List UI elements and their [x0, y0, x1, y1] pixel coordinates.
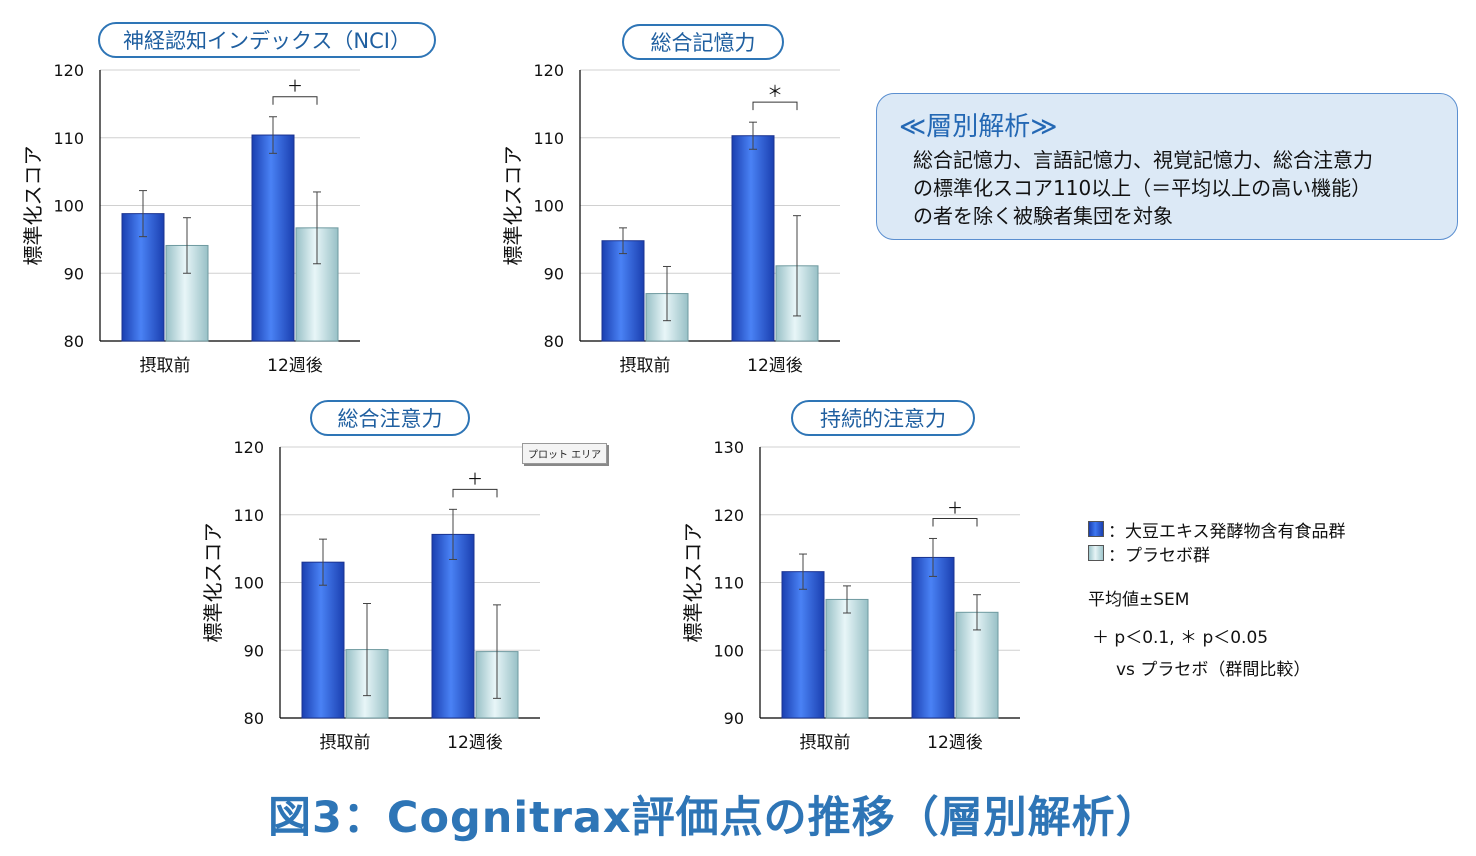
chart-title-sustained-attention: 持続的注意力	[791, 400, 975, 436]
info-box-title: ≪層別解析≫	[899, 112, 1058, 142]
x-tick-label: 12週後	[267, 356, 323, 376]
y-tick-label: 110	[53, 129, 84, 148]
bar-placebo	[825, 598, 869, 719]
comparison-note: vs プラセボ（群間比較）	[1116, 660, 1311, 680]
legend-item-test: ：大豆エキス発酵物含有食品群	[1088, 518, 1346, 542]
bar-test	[251, 134, 295, 342]
y-tick-label: 110	[233, 506, 264, 525]
significance-mark: ＋	[947, 498, 963, 517]
bar-test	[301, 561, 345, 719]
significance-bracket	[752, 101, 798, 111]
chart-title-total-attention: 総合注意力	[310, 400, 470, 436]
legend-swatch-test	[1088, 521, 1104, 537]
y-tick-label: 100	[53, 197, 84, 216]
y-tick-label: 90	[724, 709, 744, 728]
info-box-line: 総合記憶力、言語記憶力、視覚記憶力、総合注意力	[913, 148, 1373, 172]
legend-swatch-placebo	[1088, 545, 1104, 561]
y-axis-label: 標準化スコア	[501, 146, 525, 266]
bar-test	[781, 571, 825, 719]
x-tick-label: 摂取前	[140, 356, 191, 376]
significance-note: ＋ p＜0.1, ＊ p＜0.05	[1092, 628, 1269, 648]
y-axis-label: 標準化スコア	[21, 146, 45, 266]
y-tick-label: 90	[64, 264, 84, 283]
y-tick-label: 100	[713, 641, 744, 660]
stratified-analysis-box: ≪層別解析≫ 総合記憶力、言語記憶力、視覚記憶力、総合注意力 の標準化スコア11…	[876, 93, 1458, 240]
x-tick-label: 摂取前	[800, 733, 851, 753]
bar-test	[731, 135, 775, 342]
y-tick-label: 100	[233, 574, 264, 593]
y-tick-label: 100	[533, 197, 564, 216]
x-tick-label: 摂取前	[320, 733, 371, 753]
y-tick-label: 120	[533, 61, 564, 80]
significance-bracket	[932, 517, 978, 527]
mean-sem-note: 平均値±SEM	[1088, 590, 1190, 610]
significance-mark: ＋	[467, 469, 483, 488]
info-box-body: 総合記憶力、言語記憶力、視覚記憶力、総合注意力 の標準化スコア110以上（＝平均…	[913, 146, 1373, 230]
y-tick-label: 110	[533, 129, 564, 148]
y-tick-label: 120	[713, 506, 744, 525]
y-tick-label: 80	[244, 709, 264, 728]
chart-title-nci: 神経認知インデックス（NCI）	[98, 22, 436, 58]
significance-mark: ＊	[767, 82, 783, 101]
bar-test	[911, 556, 955, 719]
plot-area-tooltip: プロット エリア	[522, 443, 608, 464]
y-tick-label: 80	[544, 332, 564, 351]
y-tick-label: 90	[544, 264, 564, 283]
x-tick-label: 摂取前	[620, 356, 671, 376]
y-axis-label: 標準化スコア	[681, 523, 705, 643]
bar-test	[431, 533, 475, 719]
y-axis-label: 標準化スコア	[201, 523, 225, 643]
y-tick-label: 90	[244, 641, 264, 660]
y-tick-label: 120	[53, 61, 84, 80]
legend-label-test: ：大豆エキス発酵物含有食品群	[1108, 521, 1346, 542]
y-tick-label: 80	[64, 332, 84, 351]
legend-label-placebo: ：プラセボ群	[1108, 545, 1210, 566]
y-tick-label: 120	[233, 438, 264, 457]
bar-test	[601, 240, 645, 342]
chart-title-total-memory: 総合記憶力	[622, 24, 784, 60]
info-box-line: の標準化スコア110以上（＝平均以上の高い機能）	[913, 176, 1372, 200]
y-tick-label: 110	[713, 574, 744, 593]
x-tick-label: 12週後	[747, 356, 803, 376]
x-tick-label: 12週後	[927, 733, 983, 753]
significance-bracket	[452, 488, 498, 498]
info-box-line: の者を除く被験者集団を対象	[913, 204, 1173, 228]
significance-bracket	[272, 96, 318, 105]
significance-mark: ＋	[287, 77, 303, 96]
figure-caption: 図3：Cognitrax評価点の推移（層別解析）	[268, 793, 1160, 843]
x-tick-label: 12週後	[447, 733, 503, 753]
legend-item-placebo: ：プラセボ群	[1088, 542, 1210, 566]
y-tick-label: 130	[713, 438, 744, 457]
